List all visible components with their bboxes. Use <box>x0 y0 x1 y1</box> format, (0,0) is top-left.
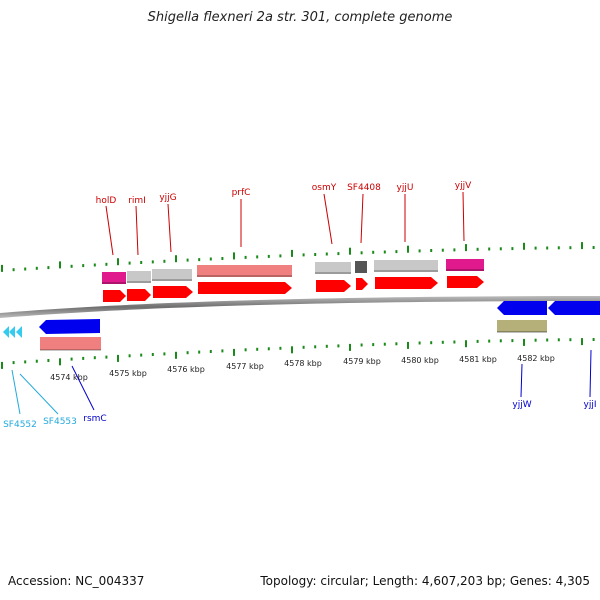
gene-bar-yjjG[interactable] <box>152 269 192 281</box>
gene-label-prfC: prfC <box>232 188 251 198</box>
forward-gene-labels: holD rimI yjjG prfC osmY SF4408 yjjU yjj… <box>96 181 472 206</box>
leader-yjjW <box>520 363 523 398</box>
reverse-feature-row <box>3 301 600 351</box>
kbp-label-4577: 4577 kbp <box>226 362 264 371</box>
gene-label-yjjI: yjjI <box>584 400 597 410</box>
forward-gene-row <box>102 259 484 284</box>
cds-arrow-SF4552[interactable] <box>3 326 9 338</box>
accession-text: Accession: NC_004337 <box>8 574 145 588</box>
gene-label-osmY: osmY <box>312 183 337 193</box>
gene-bar-SF4408[interactable] <box>355 261 367 273</box>
leader-yjjG <box>167 203 172 253</box>
leader-yjjV <box>462 191 465 242</box>
leader-rimI <box>135 205 139 256</box>
cds-arrow-holD[interactable] <box>103 290 126 302</box>
cds-arrow-prfC[interactable] <box>198 282 292 294</box>
gene-label-rsmC: rsmC <box>83 414 106 424</box>
kbp-label-4574: 4574 kbp <box>50 373 88 382</box>
kbp-label-4579: 4579 kbp <box>343 357 381 366</box>
gene-label-SF4553: SF4553 <box>43 417 77 427</box>
leader-holD <box>105 205 114 256</box>
reverse-leader-lines <box>11 349 592 415</box>
cds-arrow-SF4553-a[interactable] <box>9 326 15 338</box>
kbp-scale: 4574 kbp 4575 kbp 4576 kbp 4577 kbp 4578… <box>50 354 555 382</box>
gene-bar-osmY[interactable] <box>315 262 351 274</box>
forward-cds-row <box>103 276 484 302</box>
gene-bar-prfC[interactable] <box>197 265 292 277</box>
gene-bar-yjjV[interactable] <box>446 259 484 271</box>
gene-label-rimI: rimI <box>128 196 146 206</box>
leader-osmY <box>323 193 333 245</box>
gene-bar-yjjW[interactable] <box>497 320 547 332</box>
forward-leader-lines <box>105 191 465 256</box>
genome-summary-text: Topology: circular; Length: 4,607,203 bp… <box>260 574 590 588</box>
forward-tick-row <box>1 242 595 272</box>
cds-arrow-rimI[interactable] <box>127 289 151 301</box>
leader-yjjI <box>589 349 592 398</box>
gene-bar-rsmC[interactable] <box>40 337 101 350</box>
genome-backbone <box>0 296 600 318</box>
cds-arrow-yjjG[interactable] <box>153 286 193 298</box>
gene-label-yjjW: yjjW <box>512 400 531 410</box>
cds-arrow-yjjU[interactable] <box>375 277 438 289</box>
leader-SF4553 <box>19 373 59 415</box>
gene-label-SF4408: SF4408 <box>347 183 381 193</box>
leader-SF4552 <box>11 369 21 415</box>
gene-label-SF4552: SF4552 <box>3 420 37 430</box>
cds-arrow-SF4553-b[interactable] <box>16 326 22 338</box>
leader-rsmC <box>71 365 95 411</box>
cds-arrow-osmY[interactable] <box>316 280 351 292</box>
cds-arrow-SF4408[interactable] <box>356 278 368 290</box>
kbp-label-4575: 4575 kbp <box>109 369 147 378</box>
gene-label-yjjV: yjjV <box>455 181 472 191</box>
kbp-label-4582: 4582 kbp <box>517 354 555 363</box>
cds-arrow-yjjI[interactable] <box>548 301 600 315</box>
gene-bar-yjjU[interactable] <box>374 260 438 272</box>
cds-arrow-yjjV[interactable] <box>447 276 484 288</box>
reverse-gene-labels: SF4552 SF4553 rsmC yjjW yjjI <box>3 400 596 430</box>
map-title: Shigella flexneri 2a str. 301, complete … <box>147 10 453 25</box>
cds-arrow-yjjW[interactable] <box>497 301 547 315</box>
kbp-label-4580: 4580 kbp <box>401 356 439 365</box>
gene-bar-holD[interactable] <box>102 272 126 284</box>
gene-label-holD: holD <box>96 196 117 206</box>
leader-SF4408 <box>360 193 364 244</box>
kbp-label-4576: 4576 kbp <box>167 365 205 374</box>
gene-bar-rimI[interactable] <box>127 271 151 283</box>
gene-label-yjjU: yjjU <box>397 183 414 193</box>
cds-arrow-rsmC[interactable] <box>39 319 100 334</box>
gene-label-yjjG: yjjG <box>159 193 176 203</box>
kbp-label-4578: 4578 kbp <box>284 359 322 368</box>
kbp-label-4581: 4581 kbp <box>459 355 497 364</box>
reverse-tick-row <box>1 338 595 369</box>
